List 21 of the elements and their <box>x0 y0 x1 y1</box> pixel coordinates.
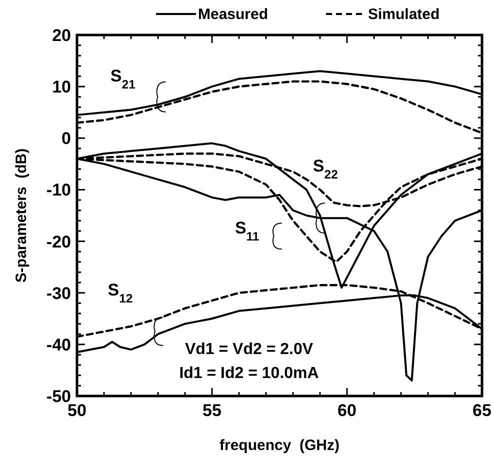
y-tick-label: 20 <box>52 26 71 45</box>
annotation: S$_{21}$ <box>110 66 136 92</box>
y-tick-label: 10 <box>52 78 71 97</box>
annotation: S$_{12}$ <box>108 280 133 306</box>
y-tick-label: -20 <box>46 232 71 252</box>
annotation: Id1 = Id2 = 10.0mA <box>179 365 320 382</box>
x-tick-label: 60 <box>338 401 356 420</box>
annotation: Vd1 = Vd2 = 2.0V <box>184 341 314 358</box>
annotation: S$_{22}$ <box>312 156 338 182</box>
x-axis-title: frequency (GHz) <box>219 437 340 454</box>
y-tick-label: -40 <box>46 335 71 354</box>
y-tick-label: -30 <box>46 284 71 303</box>
x-tick-label: 65 <box>472 401 492 420</box>
y-tick-label: 0 <box>62 129 71 148</box>
legend-label: Measured <box>198 6 268 23</box>
annotation: S$_{11}$ <box>234 218 260 244</box>
y-axis-title: S-parameters (dB) <box>13 148 30 283</box>
x-tick-label: 50 <box>68 401 86 420</box>
y-tick-label: -10 <box>46 180 71 200</box>
legend-label: Simulated <box>368 6 440 23</box>
x-tick-label: 55 <box>202 401 222 420</box>
